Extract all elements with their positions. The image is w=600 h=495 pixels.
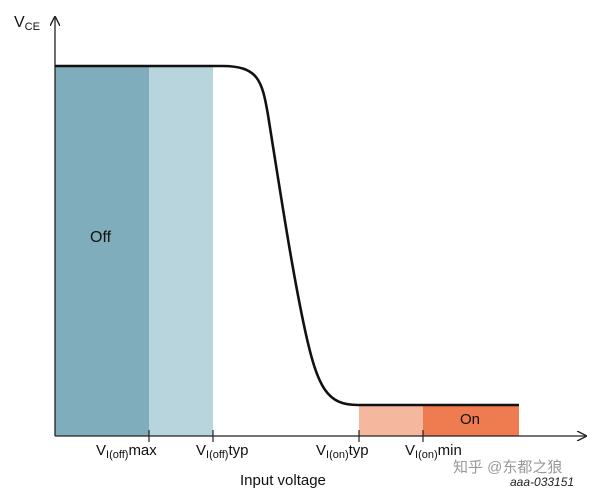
tick-label-on-typ: VI(on)typ <box>316 442 369 461</box>
off-margin-region <box>149 66 213 436</box>
watermark-text: 知乎 @东都之狼 <box>453 459 563 476</box>
y-axis-label: VCE <box>14 14 40 33</box>
on-region-label: On <box>460 411 481 428</box>
off-region <box>55 66 149 436</box>
vce-curve <box>55 64 519 407</box>
on-region <box>423 405 519 436</box>
tick-label-on-min: VI(on)min <box>405 442 462 461</box>
on-margin-region <box>359 405 423 436</box>
tick-label-off-typ: VI(off)typ <box>196 442 249 461</box>
x-axis-label: Input voltage <box>240 472 326 489</box>
reference-code: aaa-033151 <box>510 475 575 489</box>
off-region-label: Off <box>90 229 112 246</box>
tick-label-off-max: VI(off)max <box>96 442 157 461</box>
